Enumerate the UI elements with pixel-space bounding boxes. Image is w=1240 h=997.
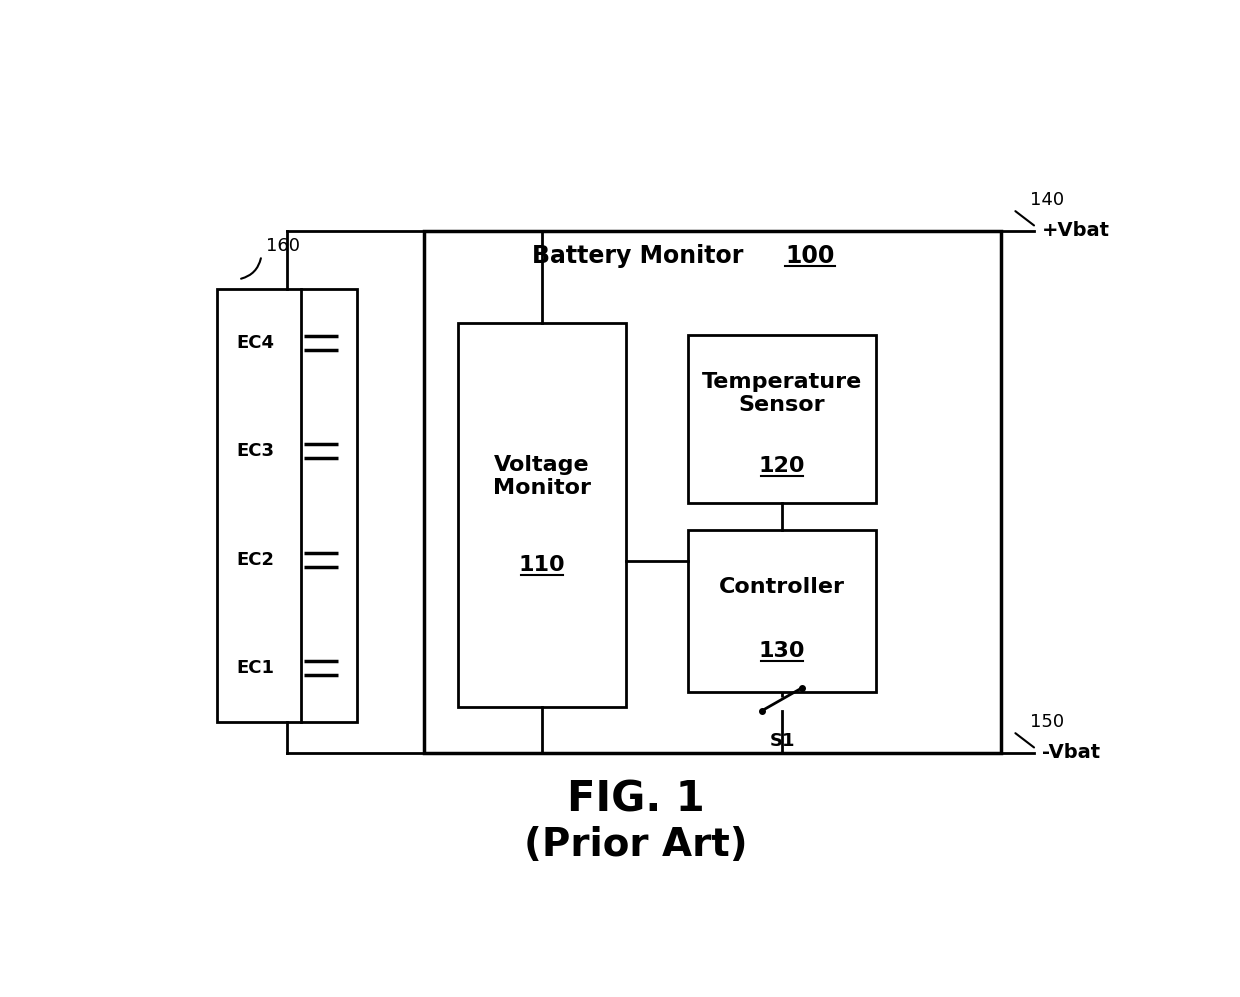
FancyBboxPatch shape [217,288,357,722]
FancyBboxPatch shape [458,323,626,707]
Text: 160: 160 [267,237,300,255]
Text: (Prior Art): (Prior Art) [523,827,748,864]
Text: 130: 130 [759,641,805,661]
Text: EC3: EC3 [236,443,274,461]
FancyBboxPatch shape [424,231,1001,753]
FancyBboxPatch shape [688,530,875,692]
Text: -Vbat: -Vbat [1042,744,1100,763]
Text: EC1: EC1 [236,659,274,677]
Text: 100: 100 [786,243,835,267]
Text: EC4: EC4 [236,334,274,352]
FancyBboxPatch shape [688,335,875,503]
Text: EC2: EC2 [236,550,274,568]
Text: Voltage
Monitor: Voltage Monitor [492,455,590,498]
Text: Controller: Controller [719,577,844,597]
Text: 150: 150 [1029,714,1064,732]
Text: 140: 140 [1029,191,1064,209]
Text: FIG. 1: FIG. 1 [567,778,704,821]
Text: S1: S1 [769,733,795,751]
Text: Battery Monitor: Battery Monitor [532,243,743,267]
Text: 120: 120 [759,457,805,477]
Text: 110: 110 [518,555,565,575]
Text: Temperature
Sensor: Temperature Sensor [702,372,862,416]
Text: +Vbat: +Vbat [1042,221,1110,240]
